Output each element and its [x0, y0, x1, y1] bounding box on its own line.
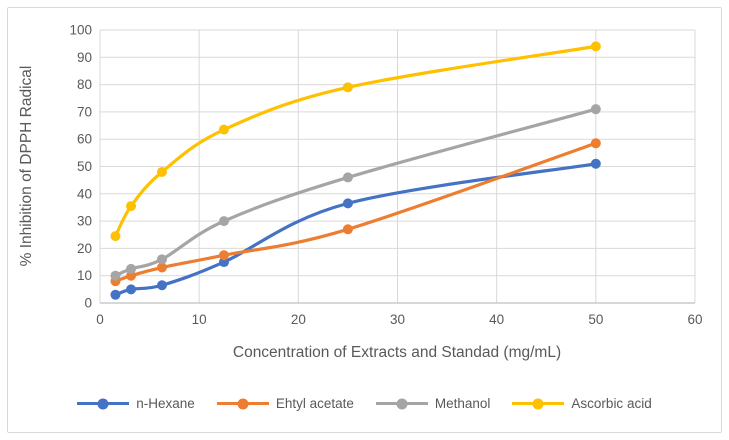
x-tick-label: 40: [489, 312, 504, 327]
y-tick-label: 30: [77, 214, 92, 229]
series-line: [113, 141, 598, 283]
legend-label: n-Hexane: [136, 396, 195, 411]
y-tick-label: 100: [69, 23, 92, 38]
series-ascorbic-acid: [110, 41, 601, 242]
data-point-marker: [218, 250, 229, 261]
y-tick-label: 90: [77, 50, 92, 65]
legend-dot-icon: [396, 398, 408, 409]
y-tick-label: 80: [77, 77, 92, 92]
data-point-marker: [156, 254, 167, 265]
x-axis-title: Concentration of Extracts and Standad (m…: [233, 344, 561, 361]
legend-label: Methanol: [434, 396, 491, 411]
data-point-marker: [590, 138, 601, 149]
legend-marker-icon: [77, 398, 130, 409]
data-point-marker: [110, 289, 121, 300]
legend-dot-icon: [97, 398, 109, 409]
plot-area: 0 10 20 30 40 50 60 70 80 90 100 0 10 20 30 40 50 60 Conc…: [18, 23, 703, 362]
y-tick-label: 60: [77, 132, 92, 147]
y-tick-label: 20: [77, 241, 92, 256]
data-point-marker: [156, 262, 167, 273]
series-line: [113, 107, 598, 278]
series-line: [113, 162, 598, 297]
x-tick-label: 50: [588, 312, 603, 327]
legend-label: Ascorbic acid: [571, 396, 652, 411]
data-point-marker: [126, 263, 137, 274]
data-point-marker: [110, 231, 121, 242]
data-point-marker: [590, 41, 601, 52]
legend-item-ascorbic-acid: Ascorbic acid: [512, 396, 652, 411]
y-tick-label: 10: [77, 268, 92, 283]
data-point-marker: [126, 284, 137, 295]
y-tick-label: 0: [84, 296, 92, 311]
series-n-hexane: [110, 158, 601, 300]
x-tick-label: 20: [291, 312, 306, 327]
data-point-marker: [342, 82, 353, 93]
data-point-marker: [110, 270, 121, 281]
x-tick-label: 10: [192, 312, 207, 327]
y-axis-title: % Inhibition of DPPH Radical: [18, 66, 35, 267]
data-series: [110, 41, 601, 300]
data-point-marker: [590, 104, 601, 115]
y-tick-label: 50: [77, 159, 92, 174]
data-point-marker: [218, 124, 229, 135]
y-tick-label: 40: [77, 186, 92, 201]
data-point-marker: [218, 216, 229, 227]
legend-item-n-hexane: n-Hexane: [77, 396, 195, 411]
x-tick-label: 0: [96, 312, 104, 327]
data-point-marker: [156, 280, 167, 291]
x-tick-label: 60: [687, 312, 702, 327]
data-point-marker: [342, 198, 353, 209]
series-methanol: [110, 104, 601, 281]
data-point-marker: [590, 158, 601, 169]
legend-marker-icon: [512, 398, 565, 409]
y-tick-label: 70: [77, 104, 92, 119]
data-point-marker: [342, 172, 353, 183]
legend-marker-icon: [216, 398, 269, 409]
legend-dot-icon: [237, 398, 249, 409]
data-point-marker: [126, 201, 137, 212]
x-tick-label: 30: [390, 312, 405, 327]
series-line: [113, 44, 598, 238]
legend-label: Ehtyl acetate: [275, 396, 354, 411]
gridlines: [99, 29, 696, 303]
legend-item-ehtyl-acetate: Ehtyl acetate: [216, 396, 354, 411]
legend-dot-icon: [532, 398, 544, 409]
tick-labels: 0 10 20 30 40 50 60 70 80 90 100 0 10 20 30 40 50 60: [69, 23, 702, 328]
legend-item-methanol: Methanol: [375, 396, 491, 411]
legend-marker-icon: [375, 398, 428, 409]
series-ehtyl-acetate: [110, 138, 601, 287]
legend: n-Hexane Ehtyl acetate Methanol Ascorbic ac…: [0, 396, 729, 411]
data-point-marker: [156, 166, 167, 177]
data-point-marker: [342, 224, 353, 235]
